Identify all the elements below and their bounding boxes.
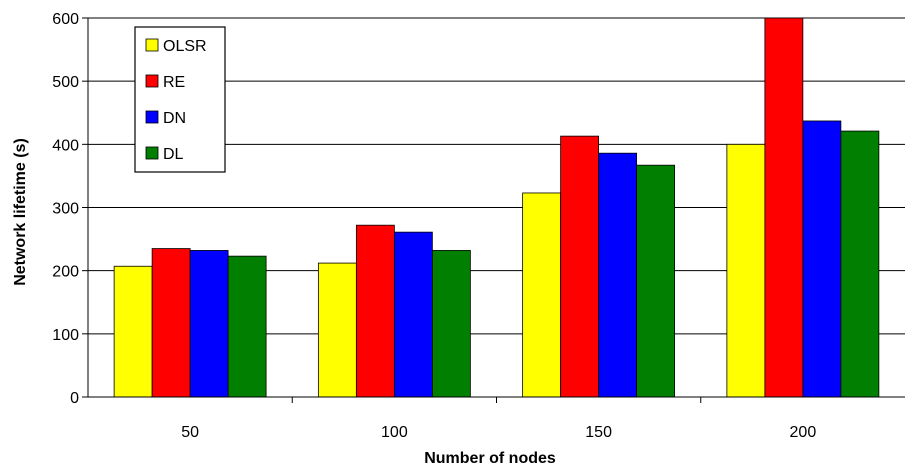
x-tick-label: 150 [585,424,612,441]
bar [726,143,766,398]
bar [840,130,880,398]
bars [113,17,880,398]
legend-swatch [145,38,159,52]
bar [317,262,357,398]
x-tick-labels: 50 100 150 200 [181,424,816,441]
y-tick-label: 500 [52,74,79,91]
legend-label: DL [163,146,184,163]
legend-label: RE [163,74,185,91]
bar [560,135,600,398]
bar [598,152,638,398]
legend: OLSR RE DN DL [134,26,226,173]
legend-label: DN [163,110,186,127]
x-tick-label: 50 [181,424,199,441]
bar [151,248,191,398]
y-tick-label: 300 [52,201,79,218]
y-tick-labels: 0 100 200 300 400 500 600 [52,11,79,407]
legend-swatch [145,110,159,124]
bar [355,224,395,398]
y-tick-label: 400 [52,137,79,154]
x-axis-title: Number of nodes [424,450,556,467]
bar [522,192,562,398]
y-axis-title: Network lifetime (s) [12,138,29,286]
bar [431,250,471,398]
bar [227,255,267,398]
axes [82,17,905,403]
y-tick-label: 100 [52,327,79,344]
bar [802,120,842,398]
legend-swatch [145,146,159,160]
legend-swatch [145,74,159,88]
bar [636,164,676,398]
bar [189,250,229,398]
legend-label: OLSR [163,38,207,55]
y-tick-label: 600 [52,11,79,28]
y-tick-label: 200 [52,264,79,281]
y-tick-label: 0 [70,390,79,407]
bar [393,231,433,398]
x-tick-label: 200 [790,424,817,441]
x-tick-label: 100 [381,424,408,441]
bar [113,265,153,398]
bar [764,17,804,398]
